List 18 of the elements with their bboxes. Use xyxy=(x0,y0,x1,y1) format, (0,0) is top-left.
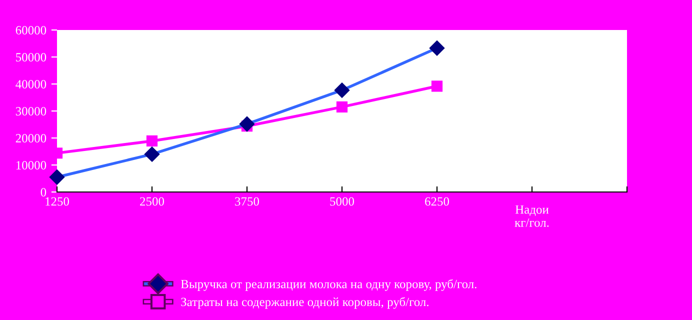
point xyxy=(431,80,443,92)
legend-label: Затраты на содержание одной коровы, руб/гол. xyxy=(181,297,428,309)
point xyxy=(336,101,348,113)
y-tick-label: 30000 xyxy=(16,107,46,116)
y-tick-label: 40000 xyxy=(16,80,46,88)
x-tick-label: 6250 xyxy=(425,197,450,206)
x-tick-label: 2500 xyxy=(140,197,164,206)
y-tick-label: 0 xyxy=(40,188,46,196)
legend-label: Выручка от реализации молока на одну корову, руб/гол. xyxy=(180,279,476,291)
x-tick-label: 5000 xyxy=(330,197,354,206)
x-axis-title: Надои кг/гол. xyxy=(514,205,549,227)
point xyxy=(146,135,158,147)
x-tick-label: 1250 xyxy=(46,197,70,206)
x-tick-label: 3750 xyxy=(235,197,260,206)
y-tick-label: 20000 xyxy=(16,134,46,142)
y-tick-label: 50000 xyxy=(16,53,46,62)
y-tick-label: 10000 xyxy=(16,161,46,170)
y-tick-label: 60000 xyxy=(16,26,46,34)
